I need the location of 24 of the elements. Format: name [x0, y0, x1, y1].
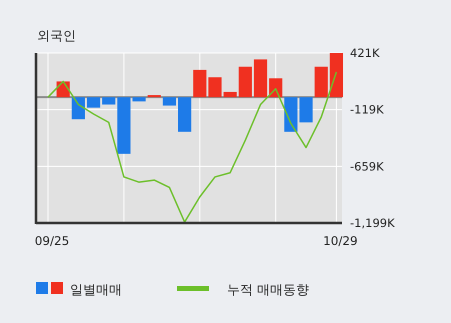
bar	[72, 97, 85, 120]
chart-title: 외국인	[37, 29, 76, 44]
y-tick-label: 421K	[350, 46, 380, 60]
bar	[254, 59, 268, 98]
legend-label: 누적 매매동향	[227, 283, 310, 298]
bar	[284, 97, 298, 132]
bar	[314, 66, 328, 98]
bar	[132, 97, 146, 102]
bar	[208, 77, 222, 98]
legend-label: 일별매매	[70, 283, 122, 298]
bar	[299, 97, 313, 122]
y-tick-label: -119K	[350, 102, 384, 117]
y-tick-label: -1,199K	[350, 216, 396, 230]
bar	[178, 97, 192, 132]
bar	[86, 97, 100, 108]
line-series	[47, 71, 338, 223]
bar	[102, 97, 116, 105]
y-tick-label: -659K	[350, 159, 384, 174]
bar	[162, 97, 176, 106]
bar	[330, 53, 344, 98]
x-tick-label: 09/25	[34, 234, 70, 248]
bar	[193, 70, 206, 98]
x-tick-label: 10/29	[323, 234, 358, 248]
bar	[117, 97, 130, 154]
